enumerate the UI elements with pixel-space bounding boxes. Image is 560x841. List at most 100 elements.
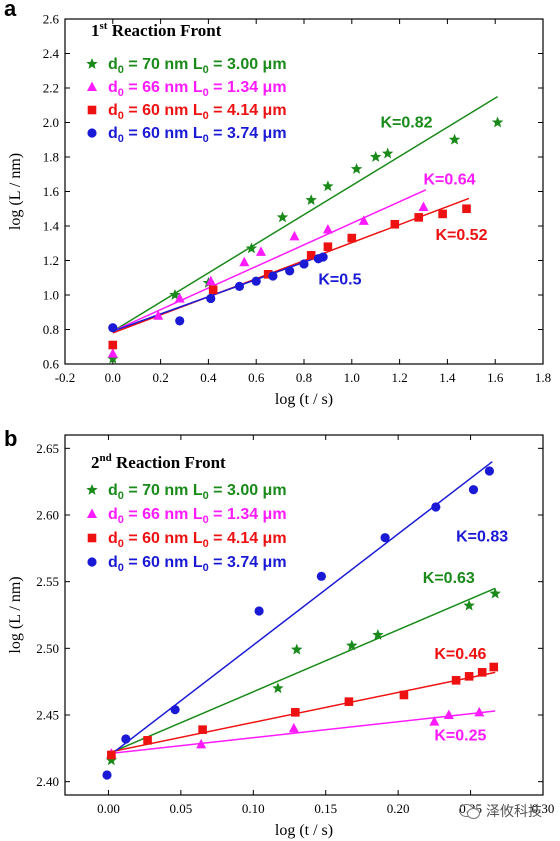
slope-label: K=0.64	[424, 172, 476, 189]
data-point	[254, 606, 264, 616]
legend-d: d	[108, 125, 118, 142]
slope-label: K=0.5	[318, 272, 361, 289]
data-point	[390, 219, 400, 229]
legend-d: d	[108, 102, 118, 119]
data-point	[153, 310, 164, 320]
legend-d: d	[108, 554, 118, 571]
data-point	[102, 770, 112, 780]
data-point	[174, 292, 185, 303]
x-tick-label: 0.2	[152, 370, 168, 385]
y-tick-label: 2.4	[43, 46, 60, 61]
data-point	[196, 738, 207, 749]
legend-subscript: 0	[118, 538, 124, 550]
slope-label: K=0.82	[380, 115, 432, 132]
legend-text-end: = 3.00 μm	[209, 482, 287, 499]
legend-marker	[87, 508, 97, 518]
y-tick-label: 2.40	[36, 774, 59, 789]
legend-subscript: 0	[203, 562, 209, 574]
legend-text-mid: = 66 nm L	[124, 506, 203, 523]
panel-a-chart: a -0.2 0.0 0.2 0.4 0.6 0.8 1.0 1.2 1.4 1.6 1.8 0.6 0.…	[4, 0, 551, 408]
data-point	[489, 662, 499, 672]
y-tick-label: 0.6	[43, 357, 60, 372]
data-point	[381, 147, 394, 159]
panel-title-text: Reaction Front	[107, 21, 221, 40]
data-point	[105, 754, 118, 766]
legend-text-mid: = 70 nm L	[124, 482, 203, 499]
fit-line	[112, 95, 498, 332]
panel-letter: a	[4, 0, 17, 21]
data-point	[305, 194, 317, 205]
data-point	[380, 533, 390, 543]
y-tick-label: 1.4	[43, 219, 60, 234]
legend-subscript: 0	[118, 562, 124, 574]
data-point	[462, 204, 471, 214]
data-point	[347, 233, 357, 243]
wechat-icon	[459, 803, 481, 819]
x-tick-label: 1.0	[344, 370, 360, 385]
slope-label: K=0.83	[456, 529, 508, 546]
fit-line	[108, 671, 496, 754]
data-point	[318, 252, 328, 262]
x-tick-label: 0.20	[387, 801, 410, 816]
data-point	[175, 316, 185, 326]
y-tick-label: 1.2	[43, 253, 59, 268]
legend-marker	[86, 484, 98, 495]
legend-text-end: = 1.34 μm	[209, 79, 287, 96]
y-tick-label: 2.2	[43, 81, 59, 96]
y-tick-label: 2.50	[36, 641, 59, 656]
legend-entry: d0 = 66 nm L0 = 1.34 μm	[108, 79, 287, 99]
data-point	[346, 639, 358, 651]
watermark-text: 泽攸科技	[486, 804, 542, 820]
legend-d: d	[108, 530, 118, 547]
data-point	[322, 223, 333, 234]
data-point	[263, 270, 273, 279]
data-point	[268, 271, 278, 281]
data-point	[208, 285, 218, 295]
y-tick-label: 2.65	[36, 441, 59, 456]
legend-d: d	[108, 482, 118, 499]
data-point	[369, 151, 382, 162]
legend-marker	[87, 533, 97, 543]
data-point	[484, 466, 495, 476]
data-point	[291, 708, 300, 717]
x-tick-label: 1.6	[487, 370, 504, 385]
x-tick-label: 0.6	[248, 370, 265, 385]
data-point	[323, 242, 333, 251]
y-tick-label: 1.0	[43, 288, 59, 303]
x-tick-label: 0.10	[242, 801, 265, 816]
x-tick-label: 0.05	[170, 801, 193, 816]
legend-subscript: 0	[118, 490, 124, 502]
legend-text-end: = 3.74 μm	[209, 554, 287, 571]
legend-subscript: 0	[118, 110, 124, 122]
legend-text-mid: = 60 nm L	[124, 125, 203, 142]
data-point	[414, 213, 424, 222]
data-point	[477, 668, 487, 677]
x-tick-label: 0.00	[97, 801, 120, 816]
data-point	[431, 502, 441, 512]
data-point	[205, 275, 216, 286]
legend-marker	[87, 81, 97, 91]
data-point	[198, 725, 207, 734]
legend-subscript: 0	[203, 514, 209, 526]
x-tick-label: -0.2	[55, 370, 76, 385]
data-point	[491, 116, 504, 128]
legend-text-end: = 4.14 μm	[209, 530, 287, 547]
data-point	[289, 230, 300, 241]
legend-text-mid: = 60 nm L	[124, 554, 203, 571]
legend-subscript: 0	[203, 87, 209, 99]
data-point	[438, 209, 447, 219]
legend-text-mid: = 70 nm L	[124, 56, 203, 73]
data-point	[272, 682, 284, 694]
legend-marker	[87, 128, 97, 138]
x-tick-label: 0.30	[532, 801, 555, 816]
slope-label: K=0.46	[434, 646, 486, 663]
data-point	[299, 259, 309, 269]
legend-subscript: 0	[203, 110, 209, 122]
y-tick-label: 2.0	[43, 115, 59, 130]
legend-subscript: 0	[118, 64, 124, 76]
data-point	[234, 281, 245, 291]
legend-entry: d0 = 66 nm L0 = 1.34 μm	[108, 506, 287, 526]
panel-title: 2nd Reaction Front	[91, 452, 226, 472]
data-point	[358, 215, 369, 225]
x-tick-label: 0.0	[105, 370, 121, 385]
